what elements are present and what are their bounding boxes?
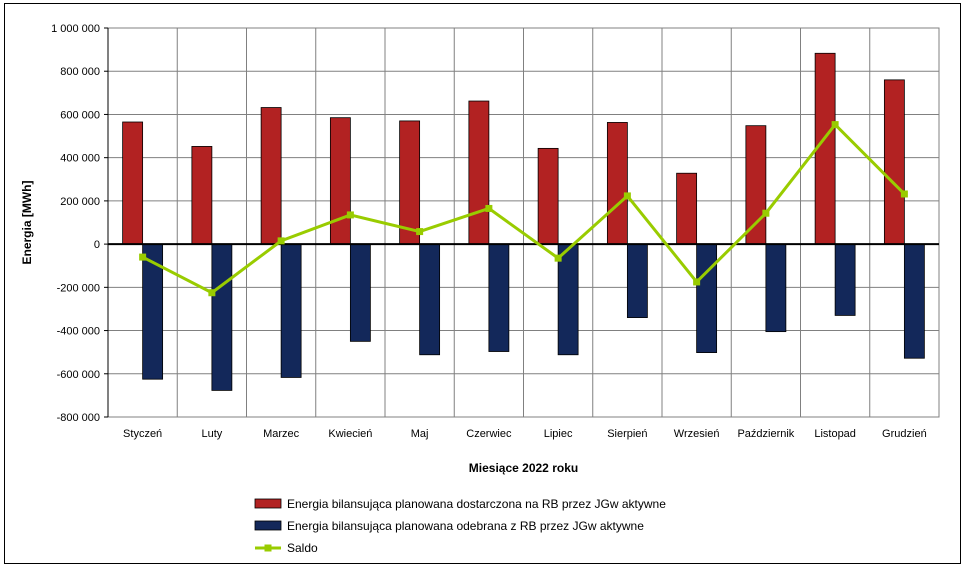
bar-dostarczona: [883, 79, 905, 245]
legend-swatch: [254, 498, 282, 509]
saldo-point: [346, 211, 354, 219]
y-tick-label: -200 000: [57, 282, 100, 294]
saldo-point: [900, 190, 908, 198]
saldo-point: [277, 237, 285, 245]
chart-frame: 1 000 000 800 000 600 000 400 000 200 000 0 -2…: [4, 3, 961, 564]
bar-dostarczona: [537, 147, 559, 245]
bar-odebrana: [903, 243, 925, 359]
x-tick-label: Luty: [201, 428, 222, 440]
y-tick-label: 200 000: [60, 196, 100, 208]
x-tick-label: Styczeń: [123, 428, 162, 440]
legend-swatch: [254, 520, 282, 531]
bar-odebrana: [488, 243, 510, 352]
bar-dostarczona: [260, 107, 282, 245]
saldo-point: [139, 253, 147, 261]
saldo-point: [693, 278, 701, 286]
bar-odebrana: [834, 243, 856, 316]
bar-layer: [122, 52, 925, 391]
saldo-point: [208, 289, 216, 297]
y-axis-title: Energia [MWh]: [20, 181, 34, 265]
y-tick-label: 600 000: [60, 109, 100, 121]
tick-layer: 1 000 000 800 000 600 000 400 000 200 000 0 -2…: [51, 23, 927, 440]
bar-dostarczona: [606, 122, 628, 245]
bar-odebrana: [696, 243, 718, 353]
x-tick-label: Październik: [737, 428, 794, 440]
legend-label: Energia bilansująca planowana dostarczon…: [287, 497, 666, 511]
y-tick-label: -800 000: [57, 412, 100, 424]
x-tick-label: Wrzesień: [674, 428, 720, 440]
y-tick-label: 800 000: [60, 66, 100, 78]
bar-dostarczona: [329, 117, 351, 245]
bar-dostarczona: [122, 121, 144, 245]
bar-dostarczona: [676, 172, 698, 245]
legend: Energia bilansująca planowana dostarczon…: [254, 497, 666, 555]
legend-label: Saldo: [287, 541, 318, 555]
x-tick-label: Lipiec: [544, 428, 573, 440]
x-tick-label: Maj: [411, 428, 429, 440]
bar-dostarczona: [399, 120, 421, 245]
line-layer: [139, 121, 908, 297]
y-tick-label: 1 000 000: [51, 23, 100, 35]
chart-svg: 1 000 000 800 000 600 000 400 000 200 000 0 -2…: [20, 23, 940, 555]
x-axis-title: Miesiące 2022 roku: [469, 461, 578, 475]
legend-marker: [264, 544, 272, 552]
saldo-point: [831, 121, 839, 129]
x-tick-label: Listopad: [814, 428, 856, 440]
bar-odebrana: [211, 243, 233, 391]
x-tick-label: Kwiecień: [328, 428, 372, 440]
x-tick-label: Grudzień: [882, 428, 927, 440]
bar-odebrana: [280, 243, 302, 378]
bar-dostarczona: [191, 146, 213, 245]
grid-layer: [104, 27, 940, 418]
bar-dostarczona: [468, 100, 490, 245]
bar-odebrana: [419, 243, 441, 356]
saldo-point: [416, 228, 424, 236]
saldo-line: [141, 122, 906, 295]
saldo-point: [485, 204, 493, 212]
saldo-point: [623, 192, 631, 200]
bar-odebrana: [349, 243, 371, 342]
y-tick-label: -600 000: [57, 369, 100, 381]
x-tick-label: Sierpień: [607, 428, 647, 440]
y-tick-label: 0: [94, 239, 100, 251]
bar-odebrana: [626, 243, 648, 318]
bar-dostarczona: [745, 125, 767, 245]
y-tick-label: 400 000: [60, 153, 100, 165]
saldo-point: [554, 254, 562, 262]
x-tick-label: Czerwiec: [466, 428, 512, 440]
y-tick-label: -400 000: [57, 326, 100, 338]
x-tick-label: Marzec: [263, 428, 300, 440]
bar-odebrana: [765, 243, 787, 333]
saldo-point: [762, 209, 770, 217]
legend-label: Energia bilansująca planowana odebrana z…: [287, 519, 644, 533]
